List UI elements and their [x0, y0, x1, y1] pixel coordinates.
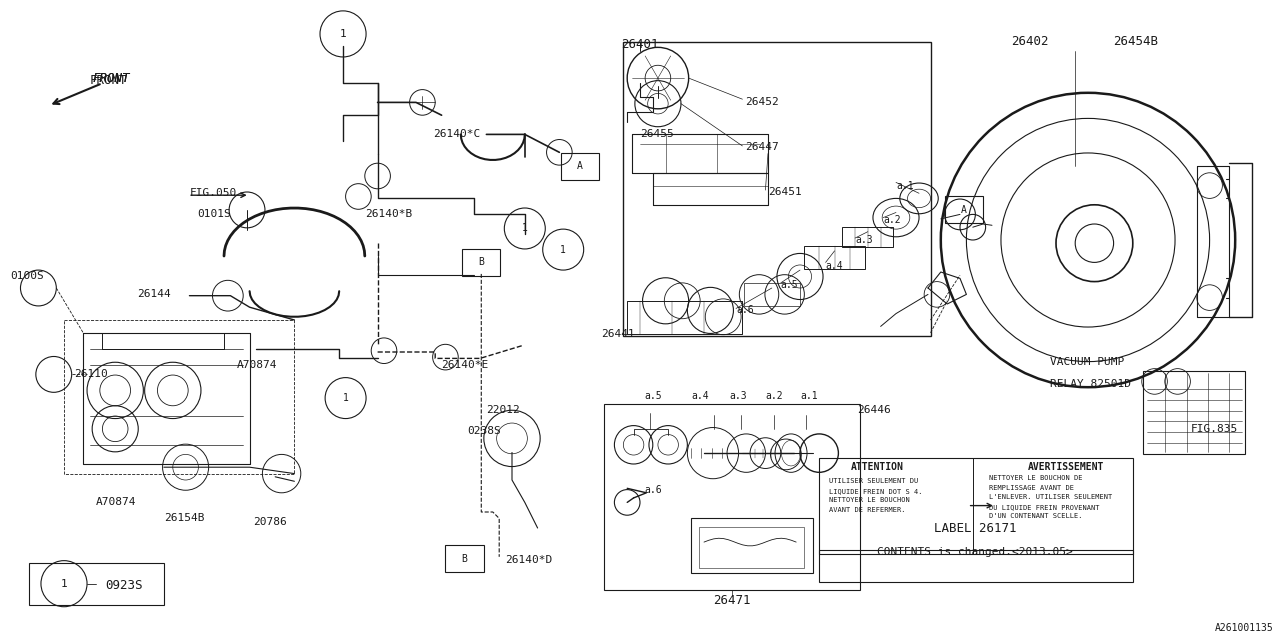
Text: RELAY 82501D: RELAY 82501D — [1050, 379, 1130, 389]
Text: AVANT DE REFERMER.: AVANT DE REFERMER. — [829, 507, 906, 513]
Text: DU LIQUIDE FREIN PROVENANT: DU LIQUIDE FREIN PROVENANT — [989, 504, 1100, 510]
Text: FRONT: FRONT — [90, 74, 127, 86]
Text: NETTOYER LE BOUCHON: NETTOYER LE BOUCHON — [829, 497, 910, 504]
Bar — [819, 458, 1133, 554]
Text: a.4: a.4 — [826, 260, 844, 271]
Text: a.5: a.5 — [781, 280, 799, 290]
Text: A70874: A70874 — [237, 360, 278, 370]
Text: 1: 1 — [343, 393, 348, 403]
Text: NETTOYER LE BOUCHON DE: NETTOYER LE BOUCHON DE — [989, 475, 1083, 481]
Text: FRONT: FRONT — [92, 72, 129, 85]
Text: a.6: a.6 — [736, 305, 754, 316]
Text: A261001135: A261001135 — [1215, 623, 1274, 634]
Text: AVERTISSEMENT: AVERTISSEMENT — [1028, 462, 1105, 472]
Text: 26110: 26110 — [74, 369, 108, 380]
Text: 26451: 26451 — [768, 187, 801, 197]
Text: UTILISER SEULEMENT DU: UTILISER SEULEMENT DU — [829, 478, 919, 484]
Text: 26452: 26452 — [745, 97, 778, 108]
Text: 1: 1 — [561, 244, 566, 255]
Text: CONTENTS is changed.<2013.05>: CONTENTS is changed.<2013.05> — [878, 547, 1073, 557]
Bar — [29, 563, 164, 605]
Text: D'UN CONTENANT SCELLE.: D'UN CONTENANT SCELLE. — [989, 513, 1083, 520]
Bar — [623, 42, 931, 336]
Text: A70874: A70874 — [96, 497, 137, 508]
Text: 26402: 26402 — [1011, 35, 1048, 48]
Text: a.5: a.5 — [644, 390, 662, 401]
Text: 0100S: 0100S — [10, 271, 44, 282]
Text: LIQUIDE FREIN DOT S 4.: LIQUIDE FREIN DOT S 4. — [829, 488, 923, 494]
Text: 26401: 26401 — [621, 38, 659, 51]
Text: 1: 1 — [522, 223, 527, 234]
Bar — [804, 246, 865, 269]
Text: a.2: a.2 — [765, 390, 783, 401]
Text: 1: 1 — [60, 579, 68, 589]
Bar — [462, 249, 500, 276]
Bar — [604, 404, 860, 590]
Bar — [842, 227, 893, 247]
Text: REMPLISSAGE AVANT DE: REMPLISSAGE AVANT DE — [989, 484, 1074, 491]
Text: VACUUM PUMP: VACUUM PUMP — [1050, 356, 1124, 367]
Text: LABEL 26171: LABEL 26171 — [934, 522, 1016, 534]
Text: a.1: a.1 — [800, 390, 818, 401]
Text: a.6: a.6 — [644, 484, 662, 495]
Text: 26441: 26441 — [602, 329, 635, 339]
Text: FRONT: FRONT — [92, 72, 129, 85]
Text: A: A — [577, 161, 582, 172]
Text: B: B — [462, 554, 467, 564]
Text: ATTENTION: ATTENTION — [850, 462, 904, 472]
Text: FIG.050: FIG.050 — [189, 188, 237, 198]
Text: 26144: 26144 — [137, 289, 170, 300]
Bar — [699, 527, 804, 568]
Bar — [1143, 371, 1245, 454]
Bar — [744, 283, 800, 306]
Text: 0923S: 0923S — [105, 579, 142, 592]
Text: a.3: a.3 — [730, 390, 748, 401]
Text: FIG.835: FIG.835 — [1190, 424, 1238, 434]
Text: 20786: 20786 — [253, 516, 287, 527]
Bar — [561, 153, 599, 180]
Bar — [691, 518, 813, 573]
Text: 1: 1 — [339, 29, 347, 39]
Text: 26154B: 26154B — [164, 513, 205, 524]
Text: 26447: 26447 — [745, 142, 778, 152]
Text: L'ENLEVER. UTILISER SEULEMENT: L'ENLEVER. UTILISER SEULEMENT — [989, 494, 1112, 500]
Bar — [819, 550, 1133, 582]
Text: 26140*E: 26140*E — [442, 360, 489, 370]
Text: 26140*B: 26140*B — [365, 209, 412, 220]
Text: 26140*D: 26140*D — [506, 555, 553, 565]
Text: a.3: a.3 — [855, 235, 873, 245]
Text: a.2: a.2 — [883, 214, 901, 225]
Text: B: B — [479, 257, 484, 268]
Text: 26455: 26455 — [640, 129, 673, 140]
Text: 26140*C: 26140*C — [433, 129, 480, 140]
Text: 0101S: 0101S — [197, 209, 230, 220]
Bar — [445, 545, 484, 572]
Text: 26446: 26446 — [858, 404, 891, 415]
Text: a.4: a.4 — [691, 390, 709, 401]
Text: 0238S: 0238S — [467, 426, 500, 436]
Text: 26471: 26471 — [713, 594, 751, 607]
Bar — [945, 196, 983, 223]
Text: 22012: 22012 — [486, 404, 520, 415]
Text: 26454B: 26454B — [1114, 35, 1158, 48]
Text: A: A — [961, 205, 966, 215]
Text: a.1: a.1 — [896, 180, 914, 191]
